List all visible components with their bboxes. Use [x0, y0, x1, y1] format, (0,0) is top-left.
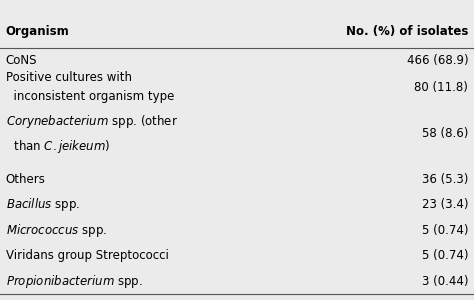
Text: $\it{Propionibacterium}$ spp.: $\it{Propionibacterium}$ spp. — [6, 273, 143, 290]
Text: 3 (0.44): 3 (0.44) — [422, 275, 468, 288]
Text: $\it{Bacillus}$ spp.: $\it{Bacillus}$ spp. — [6, 196, 80, 213]
Text: 5 (0.74): 5 (0.74) — [422, 249, 468, 262]
Text: Others: Others — [6, 173, 46, 186]
Text: $\it{Corynebacterium}$ spp. (other
  than $\it{C. jeikeum}$): $\it{Corynebacterium}$ spp. (other than … — [6, 113, 178, 154]
Text: Positive cultures with
  inconsistent organism type: Positive cultures with inconsistent orga… — [6, 71, 174, 103]
Text: 36 (5.3): 36 (5.3) — [422, 173, 468, 186]
Text: 58 (8.6): 58 (8.6) — [422, 128, 468, 140]
Text: 466 (68.9): 466 (68.9) — [407, 54, 468, 67]
Text: 23 (3.4): 23 (3.4) — [422, 198, 468, 211]
Text: No. (%) of isolates: No. (%) of isolates — [346, 25, 468, 38]
Text: CoNS: CoNS — [6, 54, 37, 67]
Text: 5 (0.74): 5 (0.74) — [422, 224, 468, 237]
Text: 80 (11.8): 80 (11.8) — [414, 81, 468, 94]
Text: Organism: Organism — [6, 25, 69, 38]
Text: $\it{Micrococcus}$ spp.: $\it{Micrococcus}$ spp. — [6, 222, 107, 239]
Text: Viridans group Streptococci: Viridans group Streptococci — [6, 249, 169, 262]
